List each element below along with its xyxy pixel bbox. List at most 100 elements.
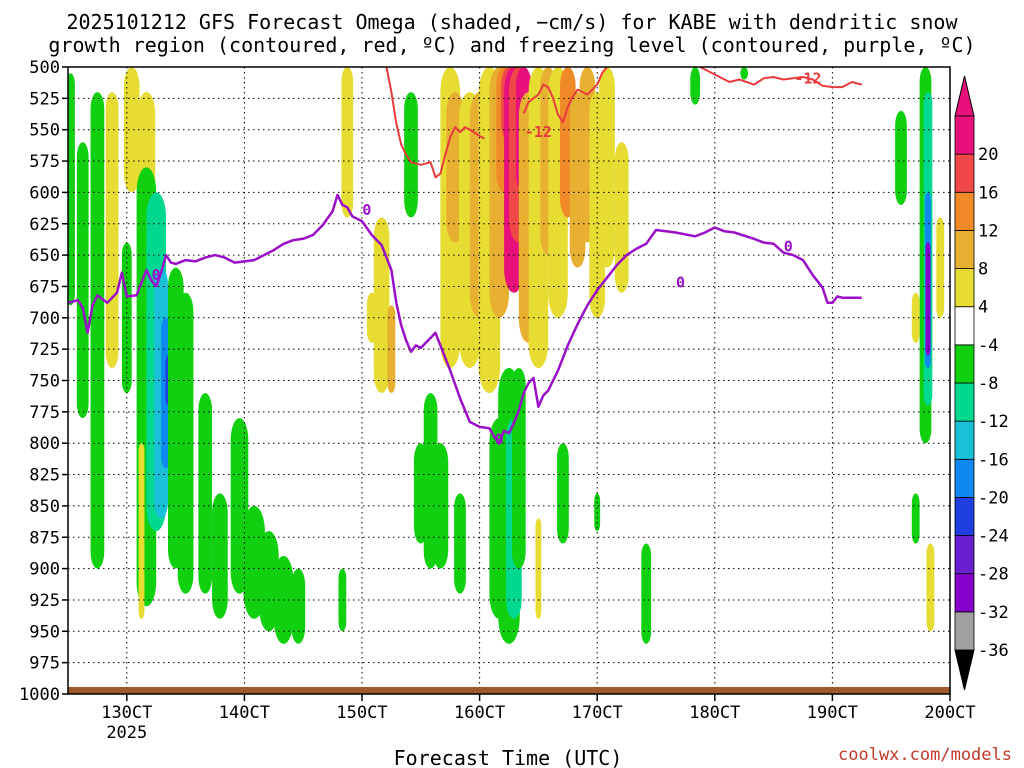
y-tick-label: 600: [29, 183, 60, 203]
x-tick-label: 160CT: [454, 703, 505, 723]
colorbar-label: -4: [978, 336, 998, 356]
x-year-label: 2025: [106, 723, 147, 743]
colorbar-label: -12: [978, 412, 1009, 432]
y-tick-label: 825: [29, 466, 60, 486]
freezing-level-label: 0: [784, 237, 793, 255]
omega-cell: [404, 92, 418, 218]
dgz-contour-label: -12: [794, 69, 821, 87]
omega-cell: [76, 142, 89, 419]
omega-cell: [432, 443, 449, 569]
omega-cell: [895, 110, 907, 205]
x-tick-label: 130CT: [101, 703, 152, 723]
y-tick-label: 625: [29, 215, 60, 235]
y-tick-label: 525: [29, 89, 60, 109]
omega-cell: [511, 367, 526, 569]
colorbar-swatch: [954, 535, 975, 575]
y-tick-label: 850: [29, 497, 60, 517]
colorbar-label: 20: [978, 145, 998, 165]
omega-cell: [641, 543, 652, 644]
y-tick-label: 700: [29, 309, 60, 329]
colorbar-label: -32: [978, 603, 1009, 623]
omega-cell: [338, 568, 347, 632]
omega-cell: [690, 67, 701, 105]
y-tick-label: 650: [29, 246, 60, 266]
y-tick-label: 775: [29, 403, 60, 423]
colorbar-swatch: [954, 611, 975, 651]
omega-cell: [123, 67, 140, 193]
colorbar-swatch: [954, 306, 975, 346]
x-tick-label: 190CT: [807, 703, 858, 723]
omega-cell: [936, 217, 945, 318]
omega-cell: [926, 543, 935, 632]
colorbar-label: 12: [978, 221, 998, 241]
plot-area: 0 0 0 0 0 -12 -12: [67, 66, 951, 695]
colorbar-bottom-arrow: [954, 649, 975, 691]
colorbar-swatch: [954, 573, 975, 613]
y-tick-label: 925: [29, 591, 60, 611]
omega-cell: [454, 493, 466, 594]
colorbar-swatch: [954, 230, 975, 269]
omega-cell: [614, 142, 629, 293]
x-axis-title: Forecast Time (UTC): [394, 746, 623, 768]
omega-cell: [198, 393, 213, 594]
y-tick-label: 575: [29, 152, 60, 172]
x-tick-label: 150CT: [336, 703, 387, 723]
freezing-level-label: 0: [362, 201, 371, 219]
omega-cell: [373, 217, 390, 394]
y-tick-label: 750: [29, 372, 60, 392]
y-tick-label: 675: [29, 277, 60, 297]
chart-title-line1: 2025101212 GFS Forecast Omega (shaded, −…: [66, 10, 958, 34]
dgz-contour-left: [385, 67, 485, 179]
x-tick-label: 140CT: [219, 703, 270, 723]
colorbar-swatch: [954, 115, 975, 155]
chart-title-line2: growth region (contoured, red, ºC) and f…: [48, 33, 975, 57]
colorbar-label: 16: [978, 183, 998, 203]
omega-cell: [138, 443, 145, 619]
colorbar-swatch: [954, 268, 975, 308]
y-tick-label: 800: [29, 434, 60, 454]
colorbar-label: -16: [978, 450, 1009, 470]
gridlines: [68, 67, 950, 694]
y-tick-label: 725: [29, 340, 60, 360]
omega-cell: [105, 92, 119, 368]
colorbar-swatch: [954, 420, 975, 460]
colorbar-swatch: [954, 458, 975, 498]
y-tick-label: 975: [29, 654, 60, 674]
omega-cell: [911, 292, 920, 343]
omega-cell: [911, 493, 920, 544]
dgz-contour-right: [699, 67, 863, 89]
y-tick-label: 550: [29, 121, 60, 141]
y-tick-label: 950: [29, 622, 60, 642]
freezing-level-label: 0: [495, 430, 504, 448]
colorbar-label: -20: [978, 488, 1009, 508]
colorbar-swatch: [954, 497, 975, 536]
colorbar-swatch: [954, 191, 975, 231]
freezing-level-label: 0: [676, 274, 685, 292]
freezing-level-contour: [68, 193, 862, 445]
colorbar-swatch: [954, 153, 975, 193]
omega-cell: [212, 493, 228, 619]
colorbar-top-arrow: [954, 75, 975, 117]
omega-cell: [557, 443, 569, 544]
omega-cell: [925, 242, 931, 356]
x-tick-label: 170CT: [572, 703, 623, 723]
x-axis: 130CT 140CT 150CT 160CT 170CT 180CT 190CT 200CT: [101, 694, 976, 723]
omega-cell: [68, 73, 75, 306]
colorbar-label: 8: [978, 260, 988, 280]
omega-cell: [740, 67, 749, 80]
colorbar-label: -28: [978, 565, 1009, 585]
x-tick-label: 200CT: [924, 703, 975, 723]
omega-cell: [387, 305, 396, 394]
credit-link[interactable]: coolwx.com/models: [838, 745, 1012, 765]
y-tick-label: 900: [29, 560, 60, 580]
y-tick-label: 500: [29, 58, 60, 78]
colorbar-label: 4: [978, 298, 988, 318]
omega-cell: [90, 92, 105, 569]
omega-cell: [177, 292, 194, 594]
colorbar: -36 -32 -28 -24 -20 -16 -12 -8 -4 4 8 12 16 20: [954, 75, 1009, 691]
ground-surface: [68, 687, 950, 694]
y-tick-label: 1000: [19, 685, 60, 705]
omega-cell: [291, 568, 306, 644]
y-axis: 500 525 550 575 600 625 650 675 700 725 750 775 800 8…: [19, 58, 68, 705]
